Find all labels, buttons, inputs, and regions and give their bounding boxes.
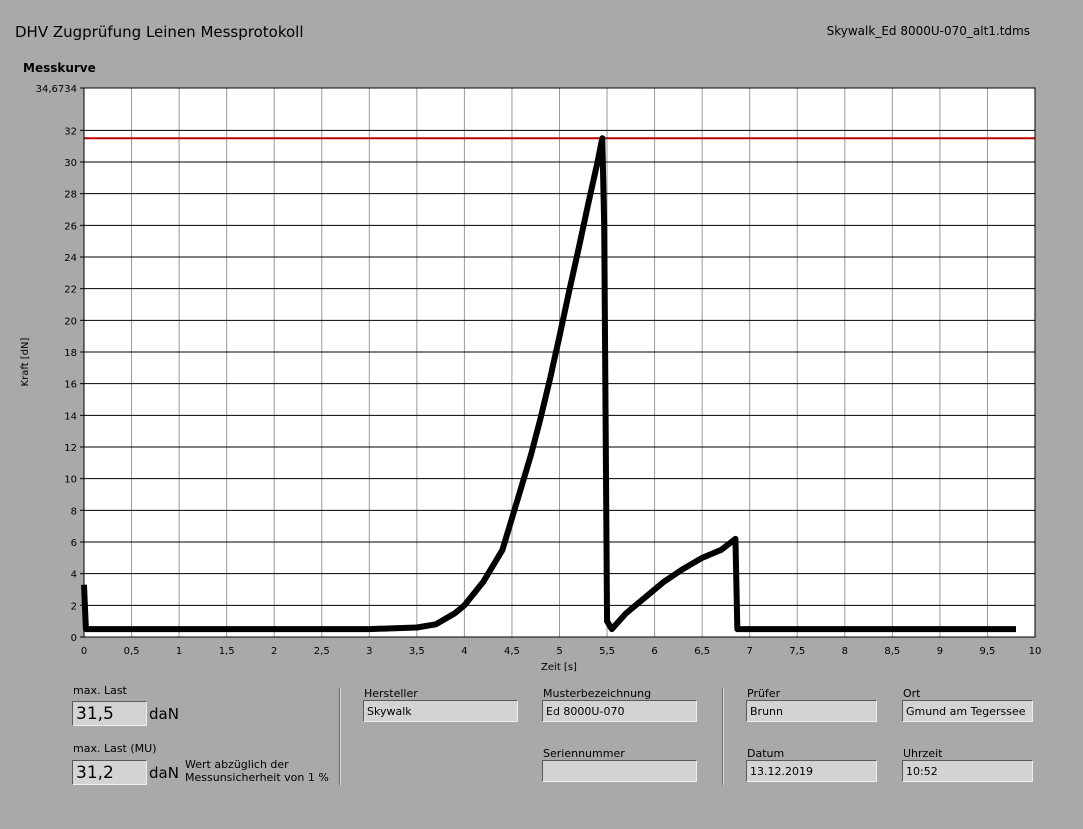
- file-name: Skywalk_Ed 8000U-070_alt1.tdms: [827, 24, 1030, 38]
- mu-value: 31,2: [72, 760, 147, 785]
- field-label: Hersteller: [364, 687, 418, 700]
- chart-title: Messkurve: [23, 61, 96, 75]
- field-value: Skywalk: [363, 700, 518, 722]
- mu-note: Wert abzüglich der Messunsicherheit von …: [185, 758, 329, 784]
- separator: [339, 688, 341, 785]
- x-tick-label: 4: [461, 646, 467, 657]
- x-tick-label: 4,5: [504, 646, 520, 657]
- field-value: Ed 8000U-070: [542, 700, 697, 722]
- x-tick-label: 5: [556, 646, 562, 657]
- field-label: Uhrzeit: [903, 747, 943, 760]
- y-tick-label: 28: [64, 190, 77, 201]
- mu-unit: daN: [149, 764, 179, 782]
- field-value: [542, 760, 697, 782]
- max-value: 31,5: [72, 701, 147, 726]
- y-tick-label: 26: [64, 221, 77, 232]
- x-tick-label: 6,5: [694, 646, 710, 657]
- plot-border: [83, 87, 1036, 638]
- x-tick-label: 7,5: [789, 646, 805, 657]
- field-label: Ort: [903, 687, 921, 700]
- x-tick-label: 10: [1029, 646, 1042, 657]
- data-line: [81, 135, 1016, 633]
- y-tick-label: 24: [64, 253, 77, 264]
- y-tick-label: 32: [64, 126, 77, 137]
- y-tick-label: 30: [64, 158, 77, 169]
- y-tick-label: 6: [71, 538, 77, 549]
- x-tick-label: 0: [81, 646, 87, 657]
- y-tick-label: 34,6734: [36, 84, 77, 95]
- field-value: Gmund am Tegerssee: [902, 700, 1033, 722]
- page-title: DHV Zugprüfung Leinen Messprotokoll: [15, 23, 304, 41]
- x-tick-label: 8: [842, 646, 848, 657]
- y-tick-label: 12: [64, 443, 77, 454]
- y-tick-label: 8: [71, 506, 77, 517]
- field-label: Datum: [747, 747, 785, 760]
- field-label: Seriennummer: [543, 747, 625, 760]
- max-label: max. Last: [73, 684, 127, 697]
- y-tick-label: 18: [64, 348, 77, 359]
- x-axis-label: Zeit [s]: [541, 662, 577, 673]
- mu-label: max. Last (MU): [73, 742, 157, 755]
- x-tick-label: 8,5: [884, 646, 900, 657]
- x-tick-label: 6: [651, 646, 657, 657]
- y-tick-label: 2: [71, 601, 77, 612]
- x-tick-label: 1,5: [219, 646, 235, 657]
- x-tick-label: 9,5: [979, 646, 995, 657]
- x-tick-label: 9: [937, 646, 943, 657]
- x-tick-label: 3,5: [409, 646, 425, 657]
- field-value: 10:52: [902, 760, 1033, 782]
- x-tick-label: 2: [271, 646, 277, 657]
- y-tick-label: 14: [64, 411, 77, 422]
- field-value: 13.12.2019: [746, 760, 877, 782]
- x-tick-label: 0,5: [124, 646, 140, 657]
- x-tick-label: 3: [366, 646, 372, 657]
- y-tick-label: 0: [71, 633, 77, 644]
- y-axis-label: Kraft [dN]: [20, 337, 31, 386]
- y-tick-label: 16: [64, 380, 77, 391]
- separator: [722, 688, 724, 785]
- y-tick-label: 10: [64, 475, 77, 486]
- field-label: Musterbezeichnung: [543, 687, 652, 700]
- x-tick-label: 2,5: [314, 646, 330, 657]
- y-tick-label: 4: [71, 570, 77, 581]
- x-tick-label: 1: [176, 646, 182, 657]
- field-value: Brunn: [746, 700, 877, 722]
- x-tick-label: 7: [747, 646, 753, 657]
- y-tick-label: 20: [64, 316, 77, 327]
- max-unit: daN: [149, 705, 179, 723]
- x-tick-label: 5,5: [599, 646, 615, 657]
- field-label: Prüfer: [747, 687, 781, 700]
- y-tick-label: 22: [64, 285, 77, 296]
